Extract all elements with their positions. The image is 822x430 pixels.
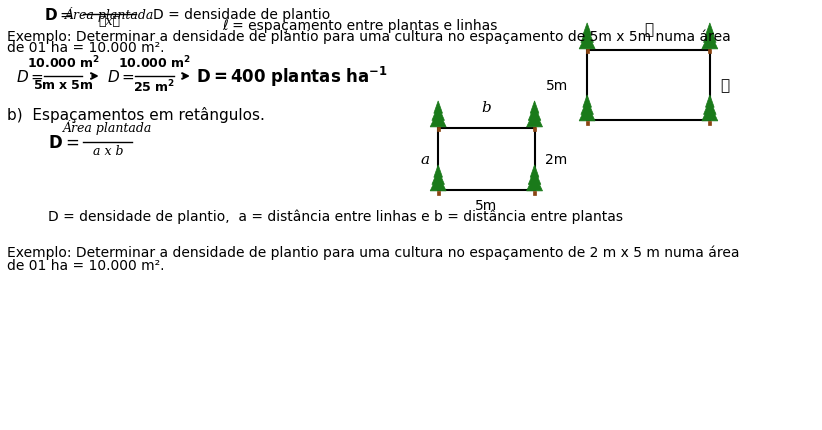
Text: 5m: 5m <box>546 79 568 93</box>
Polygon shape <box>529 170 541 185</box>
Polygon shape <box>434 101 442 114</box>
Text: $\mathbf{5m\ x\ 5m}$: $\mathbf{5m\ x\ 5m}$ <box>33 79 94 92</box>
Text: ℓxℓ: ℓxℓ <box>99 15 121 28</box>
Polygon shape <box>527 111 543 128</box>
Polygon shape <box>583 24 592 36</box>
Polygon shape <box>583 96 592 108</box>
Text: Exemplo: Determinar a densidade de plantio para uma cultura no espaçamento de 5m: Exemplo: Determinar a densidade de plant… <box>7 29 731 43</box>
Polygon shape <box>702 33 718 50</box>
Polygon shape <box>436 128 440 132</box>
Polygon shape <box>586 122 589 126</box>
Polygon shape <box>432 106 445 121</box>
Text: ℓ: ℓ <box>644 23 653 37</box>
Polygon shape <box>709 50 711 54</box>
Text: 5m: 5m <box>475 199 497 212</box>
Text: $\mathbf{25\ m^2}$: $\mathbf{25\ m^2}$ <box>133 79 175 95</box>
Polygon shape <box>530 101 539 114</box>
Polygon shape <box>704 28 716 43</box>
Text: a x b: a x b <box>93 144 123 158</box>
Text: de 01 ha = 10.000 m².: de 01 ha = 10.000 m². <box>7 41 164 55</box>
Polygon shape <box>580 105 595 122</box>
Text: Área plantada: Área plantada <box>65 7 155 22</box>
Polygon shape <box>434 166 442 178</box>
Polygon shape <box>529 106 541 121</box>
Text: ℓ = espaçamento entre plantas e linhas: ℓ = espaçamento entre plantas e linhas <box>223 19 498 33</box>
Bar <box>587 51 710 121</box>
Text: $\mathbf{10.000\ m^2}$: $\mathbf{10.000\ m^2}$ <box>118 54 191 71</box>
Polygon shape <box>436 191 440 196</box>
Text: de 01 ha = 10.000 m².: de 01 ha = 10.000 m². <box>7 258 164 272</box>
Polygon shape <box>581 100 593 115</box>
Polygon shape <box>702 105 718 122</box>
Text: b: b <box>482 101 492 115</box>
Polygon shape <box>580 33 595 50</box>
Text: ℓ: ℓ <box>720 79 729 93</box>
Polygon shape <box>533 191 536 196</box>
Text: b)  Espaçamentos em retângulos.: b) Espaçamentos em retângulos. <box>7 107 265 123</box>
Polygon shape <box>527 175 543 191</box>
Text: $\mathbf{10.000\ m^2}$: $\mathbf{10.000\ m^2}$ <box>26 54 99 71</box>
Polygon shape <box>705 96 714 108</box>
Text: $D = $: $D = $ <box>16 69 44 85</box>
Polygon shape <box>533 128 536 132</box>
Polygon shape <box>432 170 445 185</box>
Text: D = densidade de plantio: D = densidade de plantio <box>154 8 330 22</box>
Text: Exemplo: Determinar a densidade de plantio para uma cultura no espaçamento de 2 : Exemplo: Determinar a densidade de plant… <box>7 246 740 260</box>
Text: $D = $: $D = $ <box>107 69 135 85</box>
Polygon shape <box>430 175 446 191</box>
Text: a: a <box>420 153 429 166</box>
Polygon shape <box>430 111 446 128</box>
Text: $\mathbf{D} = $: $\mathbf{D} = $ <box>44 7 72 23</box>
Polygon shape <box>530 166 539 178</box>
Text: Área plantada: Área plantada <box>63 120 152 135</box>
Text: D = densidade de plantio,  a = distância entre linhas e b = distância entre plan: D = densidade de plantio, a = distância … <box>48 209 623 223</box>
Polygon shape <box>709 122 711 126</box>
Polygon shape <box>704 100 716 115</box>
Bar <box>438 129 534 190</box>
Text: $\mathbf{D = 400\ plantas\ ha^{-1}}$: $\mathbf{D = 400\ plantas\ ha^{-1}}$ <box>196 65 388 89</box>
Text: $\mathbf{D} = $: $\mathbf{D} = $ <box>48 134 80 151</box>
Text: 2m: 2m <box>545 153 567 166</box>
Polygon shape <box>586 50 589 54</box>
Polygon shape <box>705 24 714 36</box>
Polygon shape <box>581 28 593 43</box>
